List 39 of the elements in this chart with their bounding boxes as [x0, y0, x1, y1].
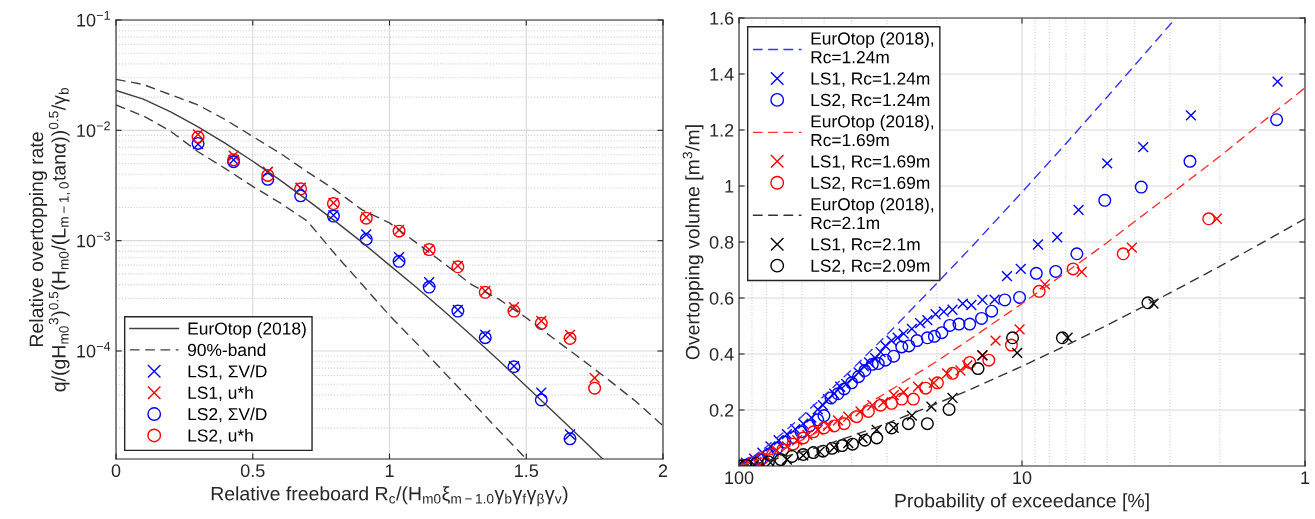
x-axis-title: Probability of exceedance [%]	[895, 493, 1149, 512]
legend-label: EurOtop (2018)	[188, 321, 306, 339]
legend-label: EurOtop (2018), Rc=1.69m	[811, 114, 934, 147]
x-tick-label: 2	[658, 464, 668, 477]
legend-label: LS1, Rc=1.24m	[811, 72, 930, 87]
x-tick-label: 1.5	[515, 464, 539, 478]
y-tick-label: 1.4	[710, 68, 734, 81]
y-tick-label: 1	[725, 180, 734, 193]
legend-label: LS1, Rc=1.69m	[811, 155, 930, 170]
x-tick-label: 0	[111, 464, 121, 478]
y-tick-label: 0.2	[709, 403, 734, 417]
y-tick-label: 10$^{−2}$	[77, 121, 110, 138]
y-tick-label: 10$^{−4}$	[77, 342, 111, 358]
legend-label: LS2, Rc=1.24m	[811, 93, 930, 109]
y-tick-label: 0.6	[709, 291, 734, 305]
y-tick-label: 0.4	[709, 347, 734, 361]
x-tick-label: 1	[385, 464, 394, 477]
text: Relative overtopping rate q/(gH$_{m0}$$^{3}$)$^{0.5}$(H$_{m0}$/(L$_{m−1,0}$tanα))$^{0.5}$/γ$_{b}$	[28, 87, 71, 392]
x-tick-label: 100	[725, 471, 754, 485]
legend-label: EurOtop (2018), Rc=1.24m	[811, 31, 934, 64]
legend-label: EurOtop (2018), Rc=2.1m	[811, 197, 934, 230]
legend-label: LS1, Rc=2.1m	[811, 238, 920, 253]
legend-label: LS2, Rc=2.09m	[811, 259, 930, 274]
x-tick-label: 1	[1301, 471, 1310, 484]
legend-label: LS2, ΣV/D	[188, 407, 267, 423]
y-tick-label: 1.6	[710, 11, 734, 25]
legend-label: LS1, u*h	[188, 386, 253, 401]
y-axis-title: Overtopping volume [m$^{3}$/m]	[682, 125, 704, 360]
legend-label: LS2, u*h	[188, 428, 253, 444]
legend-label: LS2, Rc=1.69m	[811, 176, 930, 192]
legend-label: LS1, ΣV/D	[188, 364, 267, 380]
legend-label: 90%-band	[187, 343, 266, 357]
y-tick-label: 10$^{−1}$	[77, 11, 110, 27]
y-tick-label: 1.2	[710, 123, 734, 137]
text: Relative freeboard R$_{c}$/(H$_{m0}$ξ$_{m−1.0}$γ$_{b}$γ$_{f}$γ$_{β}$γ$_{v}$)	[211, 486, 568, 507]
x-tick-label: 0.5	[240, 464, 265, 478]
y-tick-label: 0.8	[709, 235, 734, 249]
y-tick-label: 10$^{−3}$	[77, 231, 111, 248]
x-tick-label: 10	[1013, 471, 1032, 485]
